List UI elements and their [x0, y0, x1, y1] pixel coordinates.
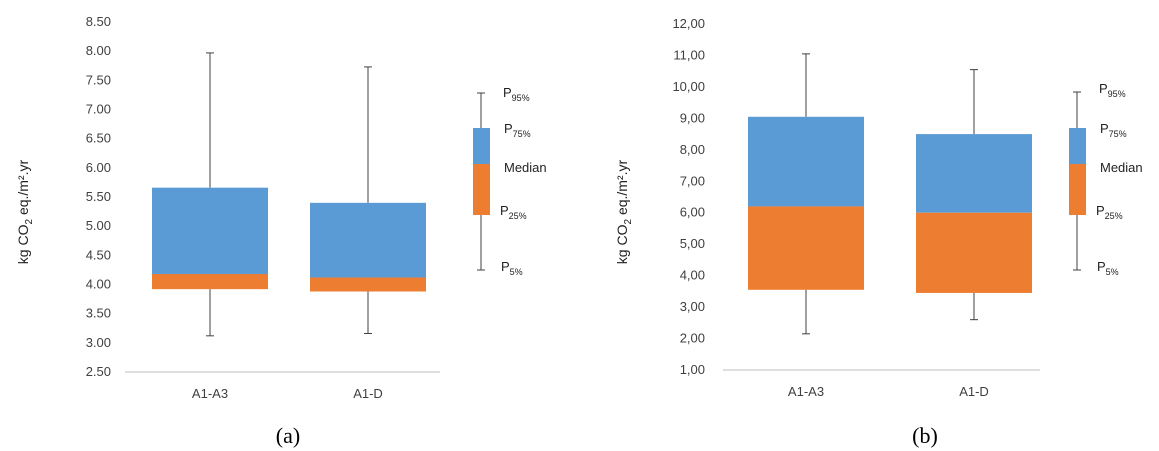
chart-a-y-label-sub: 2 [24, 219, 35, 225]
chart-b-box-a1-d [916, 69, 1032, 321]
chart-b: 1,00 2,00 3,00 4,00 5,00 6,00 7,00 8,00 9,00 10,0… [614, 16, 1143, 448]
legend-b-p5: P5% [1097, 259, 1119, 277]
upper-box [748, 116, 864, 207]
lower-box [748, 206, 864, 290]
legend-a-p25: P25% [500, 203, 527, 221]
chart-a-y-tick-label: 8.00 [86, 43, 111, 58]
chart-b-y-label-sub: 2 [623, 219, 634, 225]
chart-b-legend: P95% P75% Median P25% P5% [1069, 81, 1143, 277]
chart-a-y-tick-label: 2.50 [86, 364, 111, 379]
chart-a: 2.50 3.00 3.50 4.00 4.50 5.00 5.50 6.00 6.50 7.00… [15, 14, 547, 448]
chart-a-y-tick-label: 6.00 [86, 160, 111, 175]
chart-b-box-a1-a3 [748, 53, 864, 335]
chart-a-y-axis-label: kg CO2 eq./m².yr [15, 159, 35, 264]
chart-b-y-tick-label: 7,00 [680, 173, 705, 188]
legend-a-median: Median [504, 160, 547, 175]
chart-b-y-label-rest: eq./m².yr [614, 159, 630, 218]
chart-b-y-tick-label: 1,00 [680, 362, 705, 377]
upper-box [916, 134, 1032, 213]
chart-b-y-tick-label: 11,00 [673, 47, 705, 62]
chart-a-y-tick-label: 3.00 [86, 335, 111, 350]
legend-b-p25: P25% [1096, 203, 1123, 221]
chart-a-box-a1-d [310, 66, 426, 334]
legend-b-median: Median [1100, 160, 1143, 175]
chart-a-category-label: A1-D [353, 386, 383, 401]
legend-b-upper-box [1069, 128, 1086, 164]
chart-a-y-tick-label: 3.50 [86, 306, 111, 321]
chart-b-y-tick-label: 6,00 [680, 205, 705, 220]
chart-a-y-tick-label: 6.50 [86, 131, 111, 146]
upper-box [152, 187, 268, 274]
lower-box [152, 274, 268, 290]
chart-a-boxes [152, 52, 426, 337]
chart-a-y-tick-label: 4.00 [86, 277, 111, 292]
chart-a-y-tick-label: 7.50 [86, 72, 111, 87]
chart-b-boxes [748, 53, 1032, 335]
chart-a-y-tick-labels: 2.50 3.00 3.50 4.00 4.50 5.00 5.50 6.00 6.50 7.00… [86, 14, 111, 379]
legend-a-p75: P75% [504, 121, 531, 139]
chart-b-y-axis-label: kg CO2 eq./m².yr [614, 159, 634, 264]
chart-b-y-tick-label: 10,00 [672, 79, 705, 94]
chart-a-y-label-main: kg CO [15, 224, 31, 264]
legend-b-p75: P75% [1100, 121, 1127, 139]
chart-a-y-tick-label: 5.00 [86, 218, 111, 233]
chart-b-category-labels: A1-A3 A1-D [788, 384, 989, 399]
chart-b-y-tick-label: 5,00 [680, 236, 705, 251]
legend-a-p5: P5% [501, 259, 523, 277]
chart-b-y-tick-label: 9,00 [680, 110, 705, 125]
chart-b-y-tick-labels: 1,00 2,00 3,00 4,00 5,00 6,00 7,00 8,00 9,00 10,0… [672, 16, 705, 377]
chart-b-y-label-main: kg CO [614, 224, 630, 264]
chart-a-legend: P95% P75% Median P25% P5% [473, 85, 547, 277]
chart-b-y-tick-label: 8,00 [680, 142, 705, 157]
chart-a-y-tick-label: 8.50 [86, 14, 111, 29]
legend-b-lower-box [1069, 164, 1086, 215]
chart-a-y-tick-label: 5.50 [86, 189, 111, 204]
lower-box [916, 212, 1032, 293]
chart-b-y-tick-label: 4,00 [680, 268, 705, 283]
chart-b-category-label: A1-D [959, 384, 989, 399]
chart-b-caption: (b) [912, 423, 938, 448]
chart-b-y-tick-label: 2,00 [680, 331, 705, 346]
legend-a-p95: P95% [503, 85, 530, 103]
chart-b-y-tick-label: 12,00 [672, 16, 705, 31]
chart-a-category-labels: A1-A3 A1-D [192, 386, 383, 401]
chart-a-box-a1-a3 [152, 52, 268, 337]
legend-b-p95: P95% [1099, 81, 1126, 99]
chart-b-y-tick-label: 3,00 [680, 299, 705, 314]
lower-box [310, 277, 426, 292]
upper-box [310, 202, 426, 278]
chart-b-category-label: A1-A3 [788, 384, 824, 399]
chart-a-y-tick-label: 4.50 [86, 247, 111, 262]
chart-a-y-label-rest: eq./m².yr [15, 159, 31, 218]
chart-a-caption: (a) [276, 423, 300, 448]
legend-a-upper-box [473, 128, 490, 164]
chart-a-category-label: A1-A3 [192, 386, 228, 401]
chart-a-y-tick-label: 7.00 [86, 102, 111, 117]
legend-a-lower-box [473, 164, 490, 215]
